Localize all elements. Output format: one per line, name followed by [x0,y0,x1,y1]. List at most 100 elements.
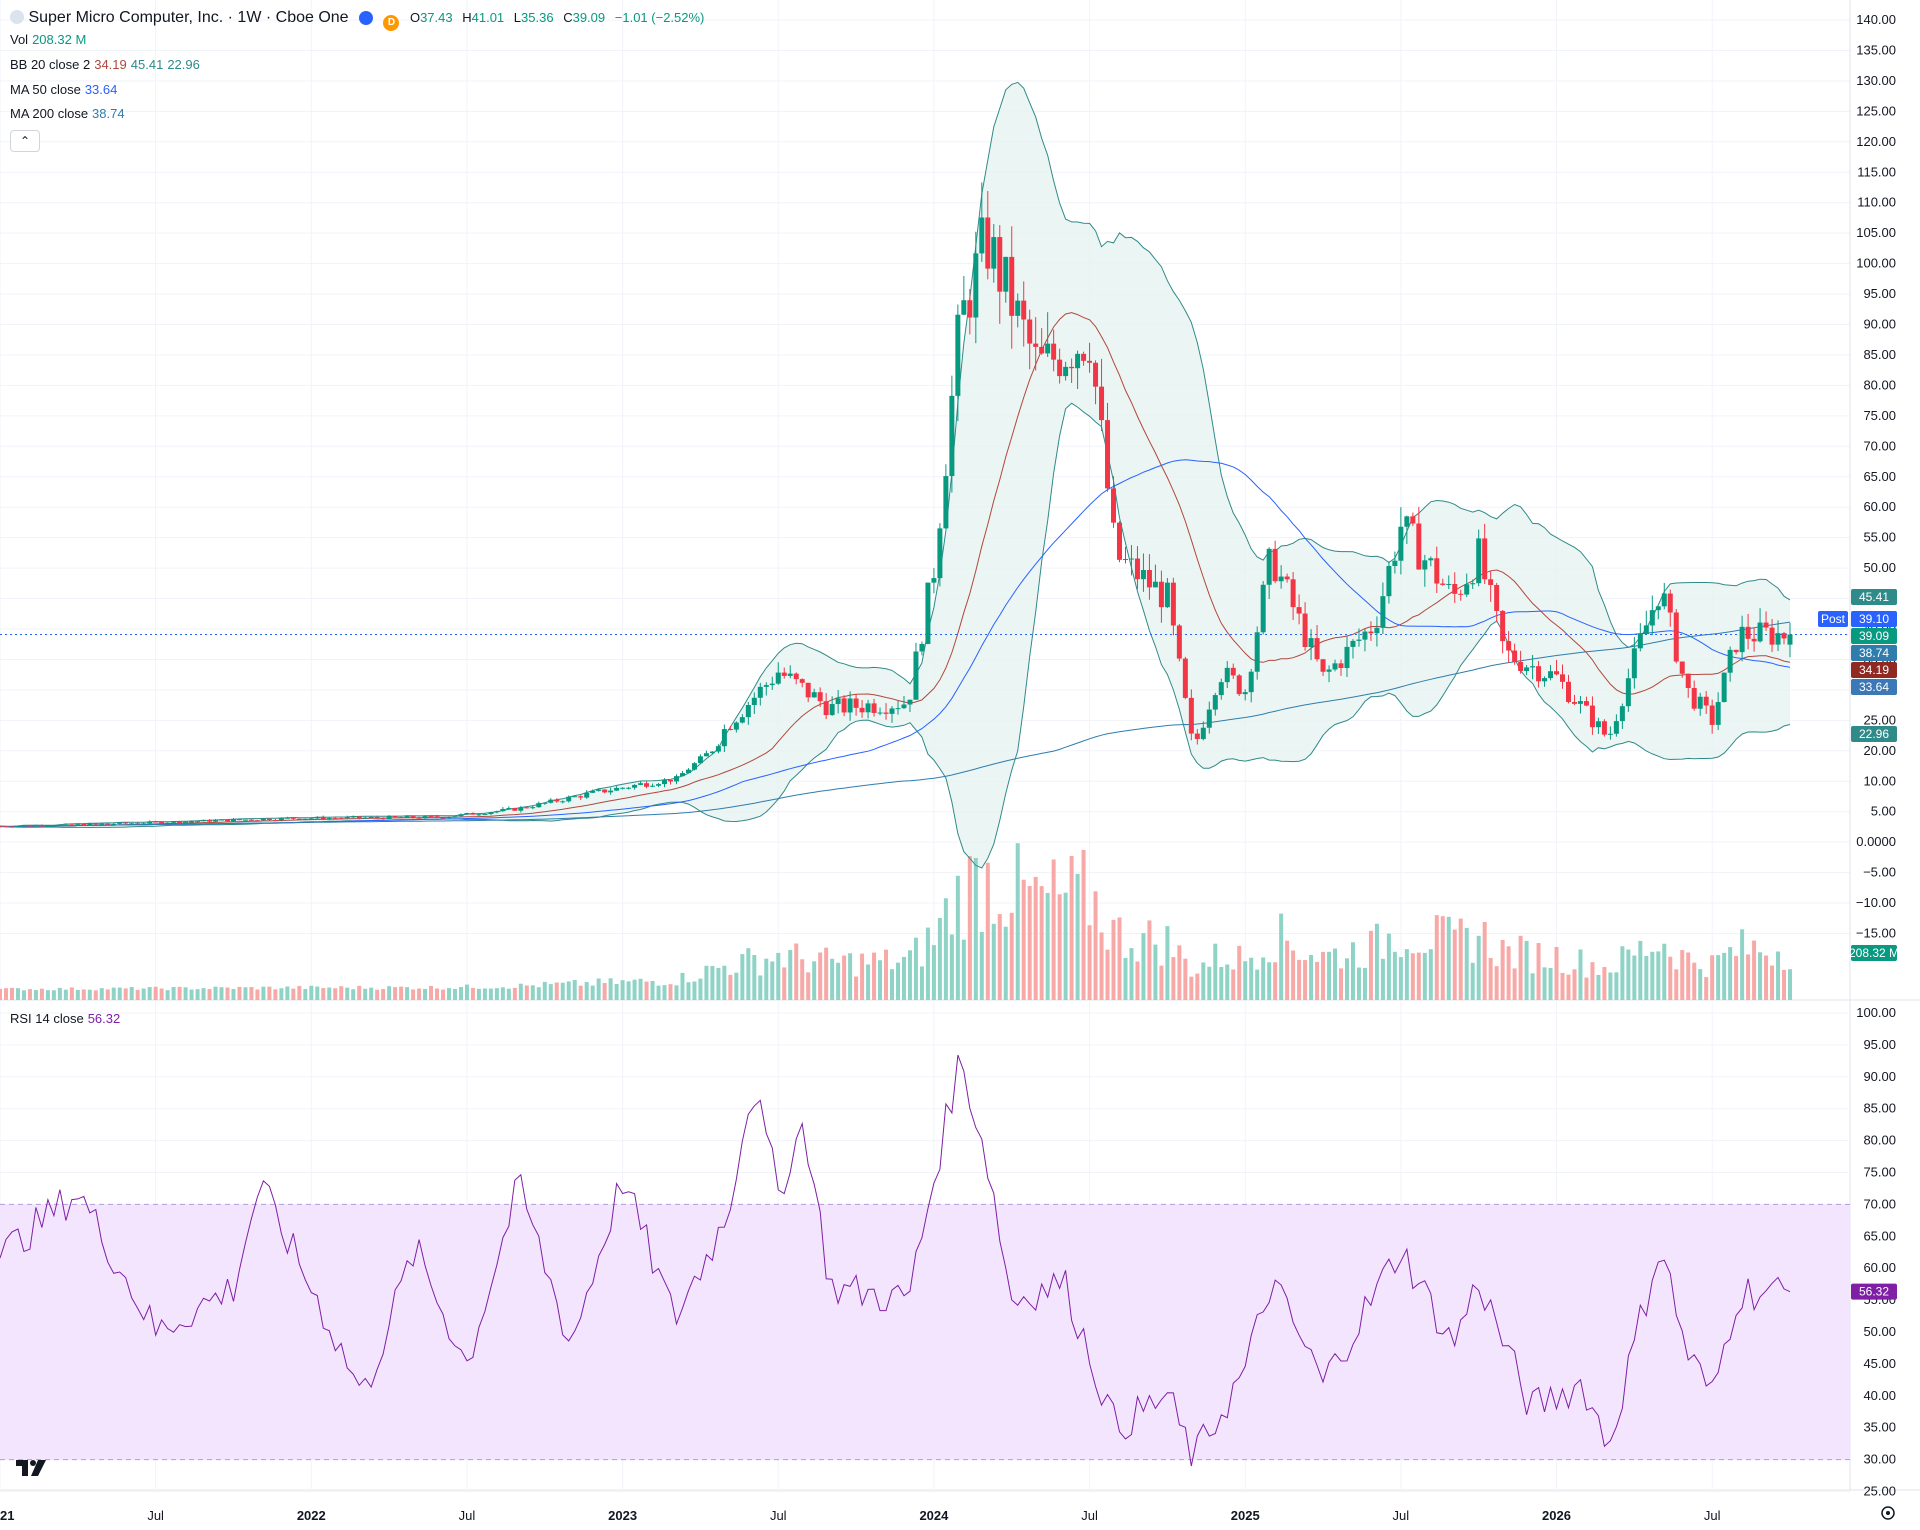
volume-bar [890,969,895,1000]
volume-bar [357,985,362,1000]
candle [1536,660,1542,688]
candle [506,806,512,810]
volume-bar [596,978,601,1000]
volume-bar [321,988,326,1000]
volume-bar [177,986,182,1000]
rsi-legend[interactable]: RSI 14 close 56.32 [10,1011,120,1027]
candle [0,825,3,828]
candle [1320,658,1326,676]
volume-bar [644,981,649,1000]
volume-bar [1051,859,1056,1000]
market-status-icon[interactable] [359,11,374,25]
time-axis[interactable]: 2021 Jul 2022 Jul 2023 Jul 2024 Jul 2025 Jul 2026 J… [0,1506,1895,1523]
candle [715,744,721,754]
candle [1045,312,1051,357]
candle [242,819,248,821]
volume-bar [387,986,392,1000]
candle [1733,649,1739,655]
candle [1356,628,1362,647]
volume-bar [1087,925,1092,1000]
svg-text:33.64: 33.64 [1859,680,1889,694]
candle [1033,317,1039,371]
collapse-legend-button[interactable]: ⌃ [10,130,40,152]
candle [236,819,242,821]
candle [1595,717,1601,735]
candle [230,817,236,822]
price-axis[interactable]: 140.00 135.00 130.00 125.00 120.00 115.00 110.… [1856,12,1896,1499]
volume-bar [620,980,625,1000]
candle [1111,476,1117,528]
candle [1039,328,1045,355]
svg-text:38.74: 38.74 [1859,646,1889,660]
candle [189,820,195,823]
candle [488,811,494,816]
volume-bar [1368,930,1373,1000]
candle [1021,281,1027,347]
volume-bar [836,962,841,1000]
ma50-legend[interactable]: MA 50 close 33.64 [10,82,117,98]
high-value: 41.01 [471,10,505,25]
price-tick-label: 110.00 [1857,195,1896,210]
volume-bar [991,923,996,1000]
rsi-tick-label: 95.00 [1863,1037,1896,1052]
time-tick-label: 2024 [919,1508,949,1523]
time-tick-label: 2026 [1542,1508,1571,1523]
volume-bar [1267,962,1272,1000]
tradingview-logo-icon[interactable] [14,1456,48,1480]
candle [1577,696,1583,714]
ma200-legend[interactable]: MA 200 close 38.74 [10,106,125,122]
candle [1314,625,1320,662]
volume-bar [1584,977,1589,1000]
candle [1565,674,1571,704]
volume-bar [1482,922,1487,1000]
candle [721,724,727,753]
candle [1655,606,1661,620]
candle [1051,329,1057,372]
time-tick-label: Jul [1704,1508,1721,1523]
candle [1679,661,1685,678]
volume-bar [273,989,278,1000]
volume-bar [710,965,715,1000]
candle [578,795,584,801]
volume-bar [9,987,14,1000]
volume-bar [1704,977,1709,1000]
volume-bar [1261,957,1266,1000]
time-tick-label: 2021 [0,1508,14,1523]
volume-bar [1303,960,1308,1000]
candle [1763,611,1769,631]
svg-text:34.19: 34.19 [1859,663,1889,677]
volume-bar [674,985,679,1000]
rsi-tick-label: 75.00 [1863,1165,1896,1180]
candle [1260,581,1266,635]
candle [1105,402,1111,492]
candle [1751,627,1757,652]
gear-icon[interactable] [1881,1506,1895,1520]
candle [596,788,602,792]
volume-bar [488,988,493,1000]
volume-bar [1542,967,1547,1000]
candle [991,224,997,283]
volume-bar [1662,943,1667,1000]
rsi-legend-label: RSI 14 close [10,1011,84,1026]
volume-bar [1692,962,1697,1000]
symbol-legend[interactable]: Super Micro Computer, Inc. · 1W · Cboe O… [10,8,710,31]
volume-legend[interactable]: Vol 208.32 M [10,32,86,48]
price-tick-label: 140.00 [1856,12,1896,27]
volume-bar [1488,957,1493,1000]
candle [1099,358,1105,432]
volume-bar [1782,969,1787,1000]
dividend-badge[interactable]: D [383,15,400,31]
volume-bar [1560,972,1565,1000]
candle [350,815,356,819]
volume-bar [303,988,308,1000]
volume-bar [1740,929,1745,1000]
candle [1757,608,1763,643]
volume-bar [45,990,50,1000]
volume-bar [1147,920,1152,1000]
volume-bar [901,956,906,1000]
bb-legend[interactable]: BB 20 close 2 34.19 45.41 22.96 [10,57,200,73]
price-tick-label: 85.00 [1863,347,1896,362]
price-tick-label: 65.00 [1863,469,1896,484]
price-tick-label: 120.00 [1856,134,1896,149]
